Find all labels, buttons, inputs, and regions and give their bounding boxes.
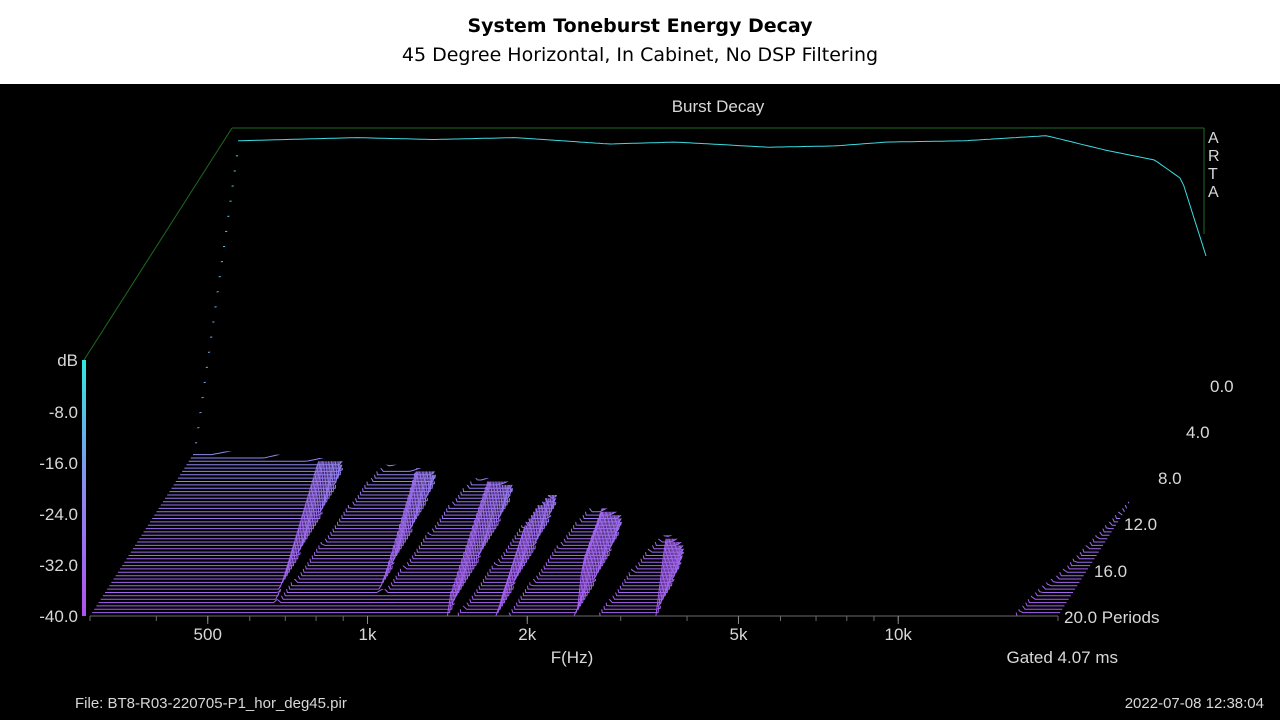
x-axis-ticks: 500 1k 2k 5k 10k bbox=[89, 615, 1059, 644]
x-axis-label: F(Hz) bbox=[551, 648, 593, 667]
back-left-edge bbox=[83, 127, 233, 361]
z-tick-20: 20.0 Periods bbox=[1064, 608, 1159, 627]
x-tick-label: 2k bbox=[518, 625, 536, 644]
x-tick-label: 5k bbox=[729, 625, 747, 644]
x-tick-label: 10k bbox=[885, 625, 913, 644]
arta-watermark-letter-a2: A bbox=[1208, 184, 1219, 201]
x-tick-label: 1k bbox=[359, 625, 377, 644]
gate-note: Gated 4.07 ms bbox=[1006, 648, 1118, 667]
z-tick-4: 4.0 bbox=[1186, 423, 1210, 442]
burst-decay-plot: 500 1k 2k 5k 10k Burst Decay dB -8.0 -16.0 -… bbox=[39, 97, 1264, 712]
waterfall-surface bbox=[90, 135, 1207, 617]
arta-watermark-letter-a1: A bbox=[1208, 130, 1219, 147]
y-tick-24: -24.0 bbox=[39, 505, 78, 524]
y-tick-32: -32.0 bbox=[39, 556, 78, 575]
figure-subtitle: 45 Degree Horizontal, In Cabinet, No DSP… bbox=[401, 44, 879, 66]
z-tick-12: 12.0 bbox=[1124, 515, 1157, 534]
db-color-scale bbox=[82, 360, 86, 616]
z-tick-8: 8.0 bbox=[1158, 469, 1182, 488]
figure-header: System Toneburst Energy Decay 45 Degree … bbox=[0, 0, 1280, 84]
footer-file: File: BT8-R03-220705-P1_hor_deg45.pir bbox=[75, 695, 347, 712]
figure-title: System Toneburst Energy Decay bbox=[467, 15, 813, 37]
z-tick-16: 16.0 bbox=[1094, 562, 1127, 581]
y-tick-8: -8.0 bbox=[49, 403, 78, 422]
arta-watermark-letter-t: T bbox=[1208, 166, 1218, 183]
arta-watermark-letter-r: R bbox=[1208, 148, 1220, 165]
x-tick-label: 500 bbox=[194, 625, 222, 644]
z-tick-0: 0.0 bbox=[1210, 377, 1234, 396]
y-axis-label: dB bbox=[57, 351, 78, 370]
y-tick-40: -40.0 bbox=[39, 607, 78, 626]
y-tick-16: -16.0 bbox=[39, 454, 78, 473]
decay-slice-mask bbox=[238, 135, 1206, 384]
decay-slice bbox=[237, 135, 1207, 257]
footer-datetime: 2022-07-08 12:38:04 bbox=[1125, 695, 1264, 712]
chart-title: Burst Decay bbox=[672, 97, 765, 116]
